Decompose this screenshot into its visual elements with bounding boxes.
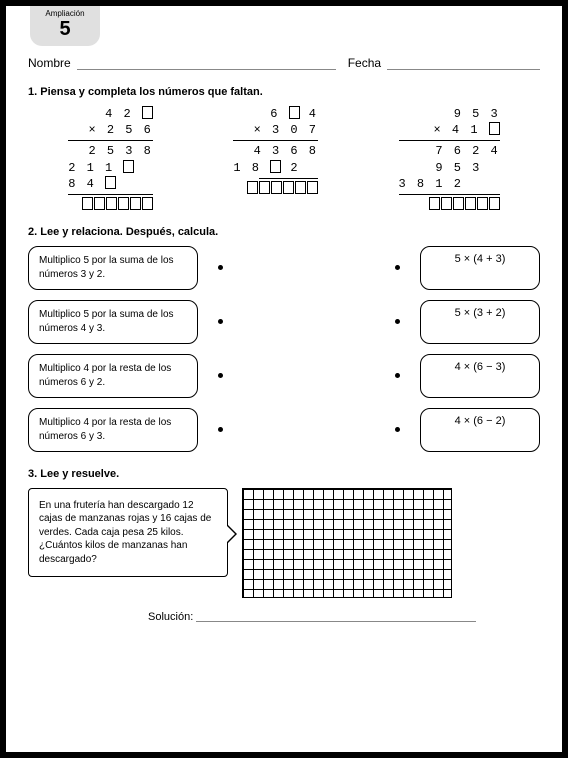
word-problem: En una frutería han descargado 12 cajas … — [28, 488, 228, 578]
date-label: Fecha — [348, 56, 381, 70]
problem-1: 1. Piensa y completa los números que fal… — [28, 86, 540, 210]
match-left-card: Multiplico 4 por la resta de los números… — [28, 354, 198, 398]
match-row: Multiplico 4 por la resta de los números… — [28, 354, 540, 398]
problem-2: 2. Lee y relaciona. Después, calcula. Mu… — [28, 226, 540, 452]
solution-row: Solución: — [28, 610, 540, 623]
match-right-card: 4 × (6 − 2) — [420, 408, 540, 452]
blank-box[interactable] — [105, 176, 116, 189]
match-dot[interactable] — [395, 319, 400, 324]
header-label: Ampliación — [30, 9, 100, 18]
name-date-row: Nombre Fecha — [28, 56, 540, 70]
match-row: Multiplico 4 por la resta de los números… — [28, 408, 540, 452]
header-tab: Ampliación 5 — [30, 6, 100, 46]
answer-boxes[interactable] — [399, 197, 500, 210]
match-row: Multiplico 5 por la suma de los números … — [28, 246, 540, 290]
blank-box[interactable] — [142, 106, 153, 119]
match-dot[interactable] — [395, 427, 400, 432]
match-left-card: Multiplico 5 por la suma de los números … — [28, 246, 198, 290]
name-input-line[interactable] — [77, 56, 336, 70]
p2-number: 2. — [28, 226, 37, 238]
mult-col-2: 6 4 × 3 0 7 4 3 6 8 1 8 2 — [233, 106, 318, 210]
answer-boxes[interactable] — [68, 197, 153, 210]
mult-col-3: 9 5 3 × 4 1 7 6 2 4 9 5 3 3 8 1 2 — [399, 106, 500, 210]
name-label: Nombre — [28, 56, 71, 70]
match-right-card: 5 × (3 + 2) — [420, 300, 540, 344]
match-left-card: Multiplico 5 por la suma de los números … — [28, 300, 198, 344]
blank-box[interactable] — [289, 106, 300, 119]
mult-col-1: 4 2 × 2 5 6 2 5 3 8 2 1 1 8 4 — [68, 106, 153, 210]
match-right-card: 4 × (6 − 3) — [420, 354, 540, 398]
blank-box[interactable] — [123, 160, 134, 173]
match-row: Multiplico 5 por la suma de los números … — [28, 300, 540, 344]
match-dot[interactable] — [218, 319, 223, 324]
p3-title: Lee y resuelve. — [40, 468, 119, 480]
blank-box[interactable] — [270, 160, 281, 173]
match-right-card: 5 × (4 + 3) — [420, 246, 540, 290]
worksheet-page: Ampliación 5 Nombre Fecha 1. Piensa y co… — [0, 0, 568, 758]
answer-boxes[interactable] — [233, 181, 318, 194]
match-dot[interactable] — [218, 265, 223, 270]
work-grid[interactable] — [242, 488, 452, 598]
match-dot[interactable] — [395, 373, 400, 378]
p2-title: Lee y relaciona. Después, calcula. — [40, 226, 218, 238]
match-dot[interactable] — [218, 373, 223, 378]
date-input-line[interactable] — [387, 56, 540, 70]
header-number: 5 — [30, 18, 100, 41]
p3-number: 3. — [28, 468, 37, 480]
solution-input-line[interactable] — [196, 610, 476, 622]
p1-number: 1. — [28, 86, 37, 98]
solution-label: Solución: — [148, 611, 193, 623]
match-left-card: Multiplico 4 por la resta de los números… — [28, 408, 198, 452]
match-dot[interactable] — [218, 427, 223, 432]
p1-title: Piensa y completa los números que faltan… — [40, 86, 263, 98]
blank-box[interactable] — [489, 122, 500, 135]
match-dot[interactable] — [395, 265, 400, 270]
problem-3: 3. Lee y resuelve. En una frutería han d… — [28, 468, 540, 623]
